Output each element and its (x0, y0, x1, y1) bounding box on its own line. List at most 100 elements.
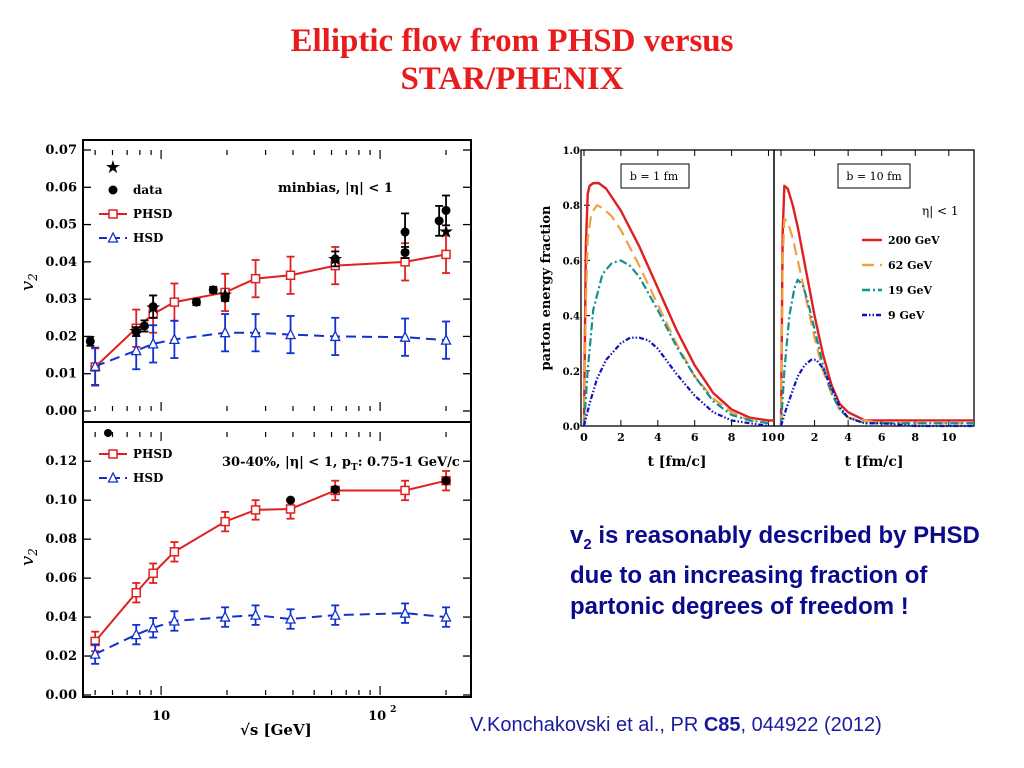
legend-phsd-marker (108, 449, 118, 459)
parton-right-frame (773, 149, 975, 427)
star-point: ★ (327, 249, 343, 270)
phsd-point (131, 587, 141, 598)
y-tick-label: 0.07 (45, 143, 77, 158)
y-tick-label: 0.8 (563, 201, 580, 212)
x-tick-label: 0 (580, 431, 588, 444)
phsd-point (285, 270, 296, 281)
hsd-point (284, 328, 297, 340)
y-tick-label: 0.0 (563, 422, 580, 433)
y-tick-label: 0.04 (45, 610, 77, 625)
x-tick-label: 2 (811, 431, 819, 444)
bottom-plot: 0.00 0.02 0.04 0.06 0.08 0.10 0.12 10 10 2 PHSD HSD (45, 429, 471, 724)
series-line-hsd (94, 331, 447, 368)
legend-phsd-marker (108, 209, 118, 219)
hsd-point (130, 628, 142, 640)
hsd-point (168, 614, 180, 626)
star-point: ★ (145, 297, 161, 318)
phsd-point (169, 297, 180, 307)
legend-label: HSD (133, 231, 163, 245)
hsd-point (168, 332, 180, 345)
star-point: ★ (438, 221, 454, 242)
hsd-point (147, 337, 159, 349)
phsd-point (250, 505, 261, 515)
data-point (400, 248, 410, 258)
x-tick-label: 10 (368, 709, 386, 724)
x-tick-label: 10 (761, 431, 777, 444)
y-tick-label: 0.02 (45, 649, 77, 664)
hsd-point (219, 610, 231, 622)
parton-left-xlabel: t [fm/c] (647, 454, 706, 470)
phsd-point (400, 485, 410, 496)
data-point (330, 484, 340, 494)
data-point (400, 227, 410, 237)
hsd-point (399, 606, 411, 618)
x-tick-label: 6 (878, 431, 886, 444)
parton-right-plot: 0 2 4 6 8 10 200 GeV 62 GeV 19 GeV 9 GeV (777, 150, 974, 444)
series-line-200-gev (779, 184, 974, 427)
slide-reference: V.Konchakovski et al., PR C85, 044922 (2… (470, 714, 882, 736)
x-tick-label: 10 (152, 709, 170, 724)
phsd-point (169, 547, 180, 557)
slide-caption: v2 is reasonably described by PHSD due t… (570, 522, 980, 620)
legend-label: 19 GeV (888, 284, 933, 297)
hsd-point (250, 326, 262, 338)
data-point (208, 285, 218, 295)
y-tick-label: 0.10 (45, 493, 77, 508)
hsd-point (147, 621, 159, 633)
series-line-62-gev (582, 204, 769, 427)
y-tick-label: 0.05 (45, 218, 77, 233)
legend-label: data (133, 183, 163, 197)
series-line-hsd (94, 612, 447, 655)
legend-label: PHSD (133, 447, 172, 461)
parton-right-xlabel: t [fm/c] (844, 454, 903, 470)
series-line-9-gev (582, 336, 769, 428)
data-point-edge (104, 429, 112, 437)
hsd-point (89, 359, 101, 371)
parton-left-frame (580, 149, 775, 427)
y-tick-label: 0.00 (45, 688, 77, 703)
series-line-62-gev (779, 217, 974, 427)
hsd-point (130, 344, 142, 356)
slide-title: Elliptic flow from PHSD versus STAR/PHEN… (0, 22, 1024, 98)
data-point (441, 476, 451, 486)
data-point (220, 293, 230, 303)
hsd-point (440, 610, 452, 622)
parton-ylabel: parton energy fraction (539, 205, 554, 370)
slide-title-line2: STAR/PHENIX (400, 61, 624, 97)
parton-right-label-box (837, 163, 911, 189)
data-point (441, 205, 451, 215)
data-point (330, 254, 340, 264)
phsd-point (250, 273, 261, 284)
hsd-point (329, 329, 341, 342)
bottom-ylabel: v2 (17, 548, 40, 566)
y-tick-label: 0.4 (563, 312, 580, 323)
hsd-point (89, 647, 101, 659)
bottom-title: 30-40%, |η| < 1, pT: 0.75-1 GeV/c (222, 455, 460, 473)
star-point: ★ (128, 321, 144, 342)
series-line-9-gev (779, 358, 974, 428)
phsd-point (400, 257, 410, 267)
parton-chart-frame (580, 149, 975, 427)
bottom-xlabel: √s [GeV] (240, 721, 312, 739)
y-tick-label: 0.06 (45, 180, 77, 195)
top-title: minbias, |η| < 1 (278, 181, 393, 196)
star-point: ★ (217, 285, 233, 306)
hsd-point (250, 608, 262, 620)
hsd-point (219, 326, 231, 338)
hsd-point (284, 612, 297, 624)
bottom-plot-frame (82, 421, 472, 698)
parton-left-plot: 0 2 4 6 8 10 0.0 0.2 0.4 0.6 0.8 1.0 (563, 146, 777, 444)
phsd-point (441, 249, 451, 260)
x-tick-label: 8 (728, 431, 736, 444)
data-point (148, 302, 158, 312)
parton-left-label-box (620, 163, 690, 189)
data-point (434, 216, 444, 226)
data-point (140, 321, 150, 331)
series-line-19-gev (779, 278, 974, 427)
series-line-19-gev (582, 259, 769, 427)
x-tick-sup: 2 (390, 705, 396, 715)
y-tick-label: 0.08 (45, 532, 77, 547)
x-tick-label: 4 (844, 431, 852, 444)
slide-title-line1: Elliptic flow from PHSD versus (290, 23, 734, 59)
